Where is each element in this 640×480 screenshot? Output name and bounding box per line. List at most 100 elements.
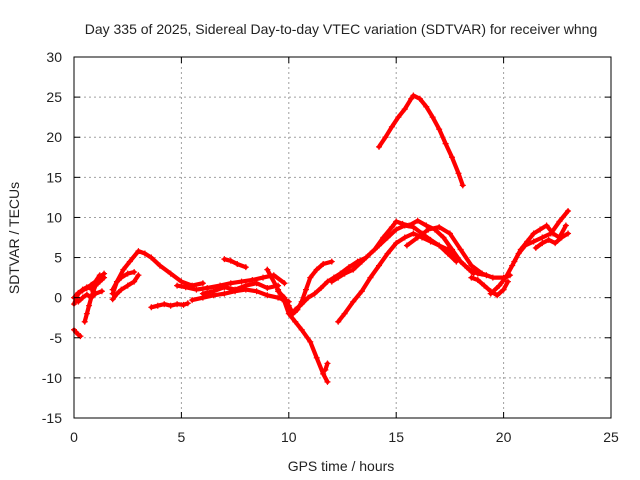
- data-point: [275, 288, 282, 295]
- data-point: [292, 306, 299, 313]
- data-point: [92, 290, 99, 297]
- data-point: [120, 266, 127, 273]
- data-point: [382, 134, 389, 141]
- data-series-arc-13: [222, 257, 248, 270]
- data-point: [264, 292, 271, 299]
- data-point: [210, 288, 217, 295]
- data-point: [393, 226, 400, 233]
- data-point: [403, 242, 410, 249]
- data-point: [322, 366, 329, 373]
- data-series-arc-1: [71, 327, 83, 339]
- data-point: [423, 222, 430, 229]
- data-point: [440, 234, 447, 241]
- data-point: [75, 289, 82, 296]
- data-point: [423, 103, 430, 110]
- data-point: [328, 278, 335, 285]
- data-point: [335, 318, 342, 325]
- x-tick-label: 10: [281, 429, 297, 445]
- data-point: [253, 288, 260, 295]
- data-point: [376, 143, 383, 150]
- data-point: [242, 282, 249, 289]
- x-tick-label: 5: [178, 429, 186, 445]
- data-point: [442, 140, 449, 147]
- axis-ticks: 0 5 10 15 20 25 -15 -10 -5 0 5 10 15 20 25 30: [42, 49, 619, 445]
- data-point: [83, 310, 90, 317]
- data-point: [307, 338, 314, 345]
- data-point: [552, 240, 559, 247]
- data-series-arc-12: [200, 281, 281, 296]
- data-point: [425, 226, 432, 233]
- data-point: [459, 182, 466, 189]
- data-layer: [71, 92, 572, 385]
- data-point: [221, 284, 228, 291]
- data-point: [118, 286, 125, 293]
- data-series-arc-21: [404, 225, 513, 280]
- data-point: [83, 285, 90, 292]
- data-point: [281, 294, 288, 301]
- y-tick-label: 0: [54, 290, 62, 306]
- y-tick-label: 30: [46, 49, 62, 65]
- data-series-arc-14: [265, 267, 330, 384]
- data-point: [436, 242, 443, 249]
- data-point: [524, 238, 531, 245]
- data-point: [109, 296, 116, 303]
- data-point: [298, 326, 305, 333]
- data-point: [388, 224, 395, 231]
- data-point: [565, 230, 572, 237]
- data-point: [384, 250, 391, 257]
- data-point: [393, 218, 400, 225]
- data-point: [436, 126, 443, 133]
- data-point: [98, 288, 105, 295]
- data-point: [221, 256, 228, 263]
- data-point: [350, 298, 357, 305]
- data-point: [380, 234, 387, 241]
- data-point: [313, 354, 320, 361]
- data-series-arc-22: [376, 93, 465, 188]
- data-point: [449, 246, 456, 253]
- data-point: [88, 281, 95, 288]
- data-point: [313, 266, 320, 273]
- data-point: [320, 260, 327, 267]
- data-point: [436, 224, 443, 231]
- data-point: [118, 274, 125, 281]
- data-point: [88, 294, 95, 301]
- data-point: [101, 270, 108, 277]
- data-point: [92, 282, 99, 289]
- data-point: [281, 280, 288, 287]
- data-point: [481, 282, 488, 289]
- data-point: [260, 274, 267, 281]
- data-point: [124, 270, 131, 277]
- data-point: [189, 297, 196, 304]
- data-point: [199, 280, 206, 287]
- data-point: [502, 274, 509, 281]
- data-point: [479, 270, 486, 277]
- data-point: [341, 270, 348, 277]
- data-point: [167, 302, 174, 309]
- data-point: [311, 290, 318, 297]
- data-point: [182, 284, 189, 291]
- y-axis-label: SDTVAR / TECUs: [6, 182, 22, 294]
- data-point: [96, 277, 103, 284]
- data-point: [335, 274, 342, 281]
- data-point: [517, 246, 524, 253]
- data-point: [83, 291, 90, 298]
- data-point: [406, 222, 413, 229]
- data-point: [565, 208, 572, 215]
- data-point: [457, 258, 464, 265]
- data-point: [292, 318, 299, 325]
- data-point: [109, 286, 116, 293]
- data-point: [376, 262, 383, 269]
- data-point: [227, 280, 234, 287]
- data-point: [414, 217, 421, 224]
- data-point: [466, 266, 473, 273]
- data-point: [371, 246, 378, 253]
- data-point: [199, 290, 206, 297]
- data-point: [543, 222, 550, 229]
- data-point: [446, 230, 453, 237]
- data-point: [135, 272, 142, 279]
- data-point: [429, 114, 436, 121]
- data-point: [324, 378, 331, 385]
- y-tick-label: -5: [50, 330, 63, 346]
- data-point: [242, 264, 249, 271]
